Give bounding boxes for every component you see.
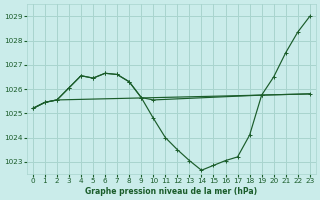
X-axis label: Graphe pression niveau de la mer (hPa): Graphe pression niveau de la mer (hPa) (85, 187, 257, 196)
